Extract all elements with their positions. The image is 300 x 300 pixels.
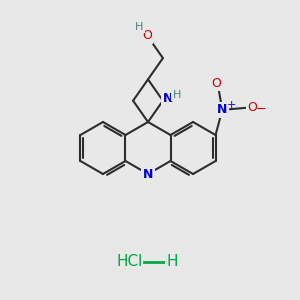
Text: −: − bbox=[256, 103, 266, 116]
Text: H: H bbox=[135, 22, 143, 32]
Text: H: H bbox=[166, 254, 178, 269]
Text: O: O bbox=[211, 77, 221, 90]
Text: N: N bbox=[143, 167, 153, 181]
Text: +: + bbox=[226, 100, 236, 110]
Text: HCl: HCl bbox=[117, 254, 143, 269]
Text: N: N bbox=[217, 103, 227, 116]
Text: O: O bbox=[142, 29, 152, 42]
Text: N: N bbox=[163, 92, 173, 105]
Text: H: H bbox=[173, 90, 181, 100]
Text: O: O bbox=[247, 101, 257, 114]
